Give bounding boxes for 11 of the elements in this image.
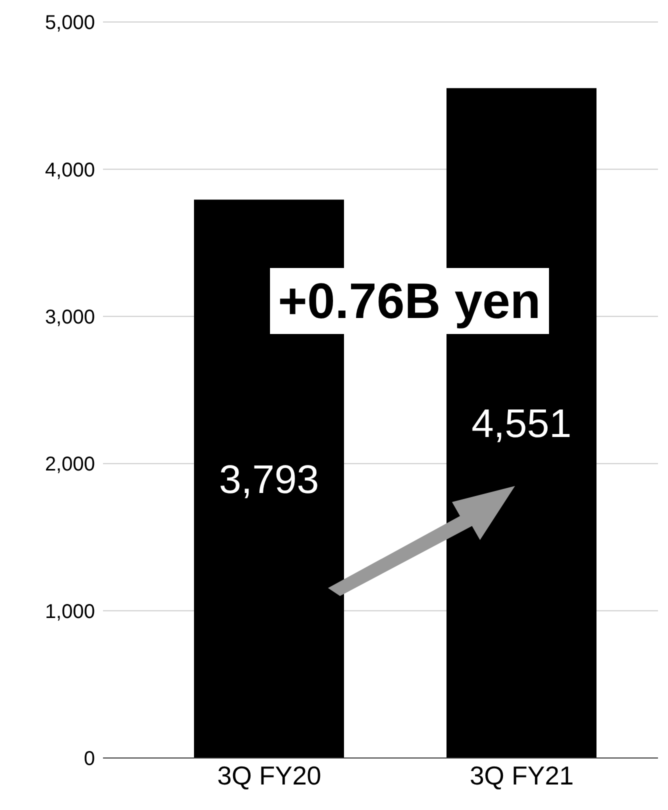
x-tick-label: 3Q FY20 [217, 760, 322, 790]
data-label: 3,793 [218, 458, 320, 502]
y-tick-label: 5,000 [44, 12, 95, 34]
y-tick-label: 3,000 [44, 306, 95, 328]
x-tick-label: 3Q FY21 [470, 760, 574, 790]
y-tick-label: 4,000 [44, 159, 95, 182]
data-label: 4,551 [471, 402, 572, 446]
y-tick-label: 1,000 [44, 600, 95, 623]
y-tick-label: 0 [84, 748, 95, 770]
y-tick-label: 2,000 [44, 454, 95, 476]
annotation: +0.76B yen [270, 268, 549, 334]
